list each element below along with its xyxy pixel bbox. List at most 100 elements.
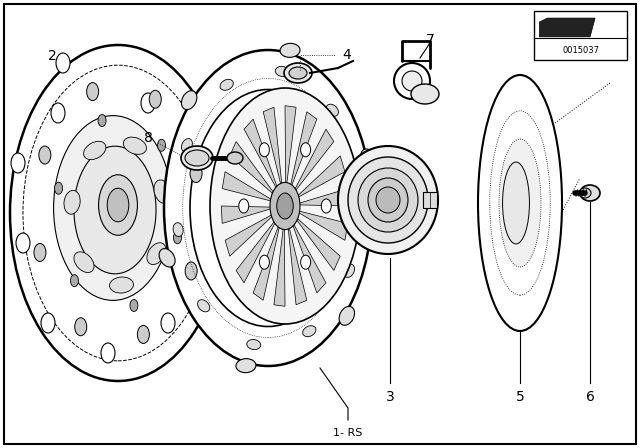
Polygon shape — [244, 119, 280, 194]
Ellipse shape — [353, 179, 363, 194]
Ellipse shape — [64, 190, 80, 214]
Ellipse shape — [270, 182, 300, 229]
Text: 2: 2 — [47, 49, 56, 63]
Ellipse shape — [157, 139, 166, 151]
Ellipse shape — [394, 63, 430, 99]
Polygon shape — [221, 206, 276, 224]
Ellipse shape — [173, 232, 182, 244]
Ellipse shape — [490, 111, 550, 295]
Ellipse shape — [51, 103, 65, 123]
Ellipse shape — [275, 66, 289, 77]
Polygon shape — [253, 219, 281, 300]
Bar — [534, 11, 627, 60]
Polygon shape — [289, 112, 317, 193]
Ellipse shape — [247, 340, 260, 349]
Ellipse shape — [191, 243, 205, 263]
Ellipse shape — [34, 243, 46, 262]
Ellipse shape — [138, 325, 149, 344]
Ellipse shape — [361, 149, 377, 168]
Ellipse shape — [358, 168, 418, 232]
Polygon shape — [287, 220, 307, 305]
Ellipse shape — [499, 139, 541, 267]
Polygon shape — [294, 189, 349, 206]
Ellipse shape — [190, 90, 346, 327]
Ellipse shape — [185, 262, 197, 280]
Ellipse shape — [109, 277, 134, 293]
Ellipse shape — [10, 45, 226, 381]
Ellipse shape — [86, 82, 99, 100]
Ellipse shape — [141, 93, 155, 113]
Ellipse shape — [227, 152, 243, 164]
Text: 7: 7 — [426, 33, 435, 47]
Polygon shape — [285, 106, 296, 192]
Text: 6: 6 — [586, 390, 595, 404]
Ellipse shape — [16, 233, 30, 253]
Ellipse shape — [99, 175, 138, 235]
Text: 8: 8 — [143, 131, 152, 145]
Ellipse shape — [321, 199, 332, 213]
Polygon shape — [290, 218, 326, 293]
Polygon shape — [274, 220, 285, 306]
Polygon shape — [292, 214, 340, 271]
Bar — [423, 192, 437, 208]
Ellipse shape — [344, 264, 355, 277]
Ellipse shape — [259, 255, 269, 269]
Ellipse shape — [478, 75, 562, 331]
Ellipse shape — [161, 313, 175, 333]
Ellipse shape — [289, 67, 307, 79]
Polygon shape — [293, 156, 345, 200]
Text: 1- RS: 1- RS — [333, 428, 363, 438]
Text: 5: 5 — [516, 390, 524, 404]
Text: 4: 4 — [342, 48, 351, 62]
Ellipse shape — [74, 146, 156, 274]
Ellipse shape — [101, 343, 115, 363]
Ellipse shape — [84, 141, 106, 159]
Ellipse shape — [280, 43, 300, 57]
Ellipse shape — [276, 193, 293, 219]
Ellipse shape — [75, 318, 87, 336]
Ellipse shape — [70, 275, 79, 287]
Ellipse shape — [182, 138, 193, 152]
Ellipse shape — [376, 187, 400, 213]
Ellipse shape — [220, 79, 234, 90]
Ellipse shape — [301, 255, 310, 269]
Polygon shape — [291, 129, 334, 196]
Ellipse shape — [348, 157, 428, 243]
Ellipse shape — [579, 188, 591, 198]
Ellipse shape — [402, 71, 422, 91]
Ellipse shape — [303, 326, 316, 336]
Ellipse shape — [182, 90, 197, 110]
Ellipse shape — [74, 252, 94, 272]
Ellipse shape — [239, 199, 249, 213]
Ellipse shape — [210, 88, 360, 324]
Ellipse shape — [181, 146, 213, 170]
Ellipse shape — [173, 223, 183, 237]
Ellipse shape — [164, 50, 372, 366]
Text: 3: 3 — [386, 390, 394, 404]
Ellipse shape — [54, 116, 172, 301]
Ellipse shape — [159, 249, 175, 267]
Ellipse shape — [54, 182, 63, 194]
Ellipse shape — [338, 146, 438, 254]
Polygon shape — [222, 172, 276, 202]
Ellipse shape — [154, 180, 171, 203]
Polygon shape — [236, 216, 278, 283]
Ellipse shape — [339, 306, 355, 325]
Ellipse shape — [98, 115, 106, 126]
Ellipse shape — [147, 243, 166, 264]
Ellipse shape — [301, 143, 310, 157]
Polygon shape — [225, 212, 277, 256]
Ellipse shape — [41, 313, 55, 333]
Ellipse shape — [326, 104, 339, 116]
Ellipse shape — [107, 188, 129, 222]
Ellipse shape — [11, 153, 25, 173]
Ellipse shape — [236, 359, 256, 373]
Polygon shape — [294, 210, 348, 240]
Ellipse shape — [259, 143, 269, 157]
Ellipse shape — [124, 137, 147, 155]
Ellipse shape — [39, 146, 51, 164]
Ellipse shape — [149, 90, 161, 108]
Polygon shape — [230, 142, 278, 198]
Ellipse shape — [580, 185, 600, 201]
Polygon shape — [263, 107, 283, 192]
